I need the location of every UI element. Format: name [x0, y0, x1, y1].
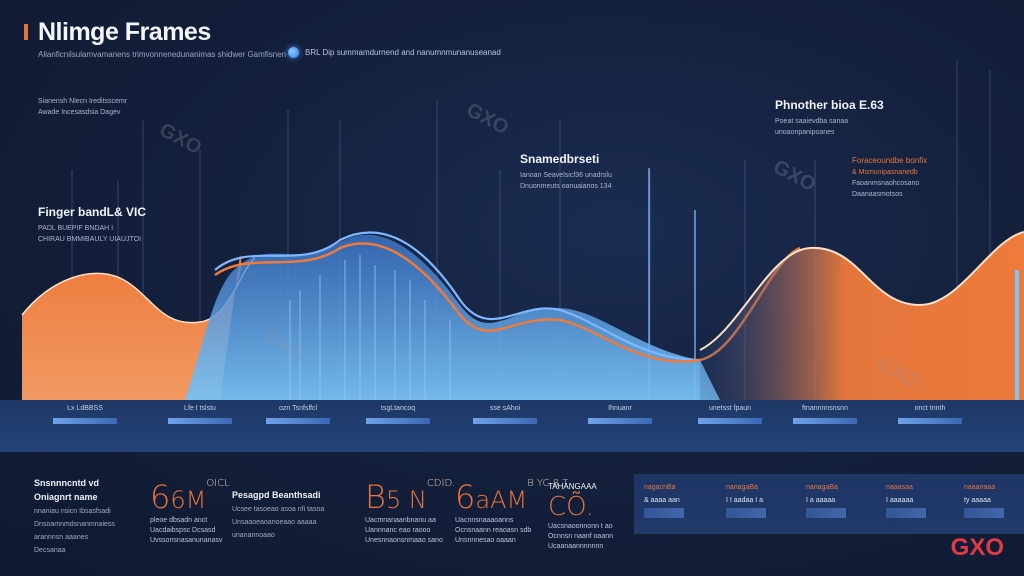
- tick-bar: [168, 418, 232, 424]
- annotation-line: Faoanmsnaohcosano: [852, 180, 920, 187]
- tick-bar: [898, 418, 962, 424]
- annotation-1: Sianensh Nlecn Ireditsscemr Awade Incesa…: [38, 92, 127, 116]
- chart-legend: BRL Dip summamdurnend and nanumnmunanuse…: [288, 47, 501, 58]
- brand-logo: GXO: [950, 534, 1004, 561]
- annotation-line: unoaonpanipoanes: [775, 129, 835, 136]
- stats-text-block: Pesagpd Beanthsadi Ucsee tasoeao asoa nf…: [232, 490, 325, 539]
- panel-column: nagacnBa & aaaa aan: [644, 484, 684, 518]
- annotation-line: Dnuonmeuts oanuaianos 134: [520, 183, 612, 190]
- tick-bar: [53, 418, 117, 424]
- stats-intro: Snsnnncntd vd Oniagnrt name nnaniau nsic…: [34, 478, 115, 554]
- tick-bar: [473, 418, 537, 424]
- x-tick: Lfe t tslstu: [160, 405, 240, 424]
- annotation-line: Sianensh Nlecn Ireditsscemr: [38, 98, 128, 105]
- page-title: Nlimge Frames: [38, 18, 211, 46]
- x-tick: ftnannnnsnsnn: [785, 405, 865, 424]
- annotation-4: Phnother bioa E.63 Poeat saaievdba sanaa…: [775, 98, 884, 136]
- tick-bar: [366, 418, 430, 424]
- tick-bar: [266, 418, 330, 424]
- annotation-5: Foraceoundbe bonfix & Msmunipasnanedb Fa…: [852, 150, 927, 198]
- x-axis-band: [0, 400, 1024, 452]
- stat-item: 66MOICL pleoe dbsadn anct Uacdaibspsc Dc…: [150, 478, 230, 544]
- annotation-3: Snamedbrseti Ianoan Seavelsicf36 unadrsl…: [520, 152, 612, 190]
- annotation-line: CHIRAU BMMIBAULY UIAUJTOI: [38, 236, 142, 243]
- summary-panel: nagacnBa & aaaa aan nanagaBa I I aadaa I a…: [634, 474, 1024, 534]
- area-chart: [21, 60, 1024, 400]
- x-tick: ozn Tsnfslfcl: [258, 405, 338, 424]
- x-tick: sse sAhoi: [465, 405, 545, 424]
- annotation-line: Foraceoundbe bonfix: [852, 156, 928, 165]
- x-tick: tsgLtancoq: [358, 405, 438, 424]
- panel-column: naaasaa I aaaaaa: [886, 484, 926, 518]
- annotation-2: Finger bandL& VIC PADL BUEPIF BNDAH I CH…: [38, 205, 146, 243]
- annotation-line: PADL BUEPIF BNDAH I: [38, 225, 114, 232]
- legend-dot-icon: [288, 47, 299, 58]
- tick-bar: [698, 418, 762, 424]
- stat-item: B5 NCDID. Uacmnanaanbnanu aa Uannnanc ea…: [365, 478, 456, 544]
- page-subtitle: Alianficnilsulamvamanens trimvonneneduna…: [38, 50, 287, 59]
- stat-item: 6aAMB YC.8 T Uacnnsnaaaoanns Ocnsnaann r…: [455, 478, 569, 544]
- x-tick: onct tnnth: [890, 405, 970, 424]
- x-tick: Ihnuanr: [580, 405, 660, 424]
- annotation-title: Finger bandL& VIC: [38, 205, 146, 219]
- annotation-line: & Msmunipasnanedb: [852, 169, 918, 176]
- legend-label: BRL Dip summamdurnend and nanumnmunanuse…: [305, 48, 501, 57]
- annotation-line: Daanaasmotsos: [852, 191, 903, 198]
- tick-bar: [588, 418, 652, 424]
- annotation-line: Awade Incesasdsia Dagev: [38, 109, 121, 116]
- x-tick: unetsst fpaun: [690, 405, 770, 424]
- panel-column: naaanaaa ty aaaaa: [964, 484, 1004, 518]
- title-accent: [24, 24, 28, 40]
- tick-bar: [793, 418, 857, 424]
- annotation-title: Phnother bioa E.63: [775, 98, 884, 112]
- stat-item: TAHANGAAA CÕ. Uacsnaoonnonn t ao Ocnnsn …: [548, 482, 613, 550]
- panel-column: nanagaBa I I aadaa I a: [726, 484, 766, 518]
- annotation-line: Poeat saaievdba sanaa: [775, 118, 849, 125]
- x-tick: Lx LdBBSS: [45, 405, 125, 424]
- annotation-line: Ianoan Seavelsicf36 unadrslu: [520, 172, 612, 179]
- panel-column: nanagaBa I a aaaaa: [806, 484, 846, 518]
- annotation-title: Snamedbrseti: [520, 152, 600, 166]
